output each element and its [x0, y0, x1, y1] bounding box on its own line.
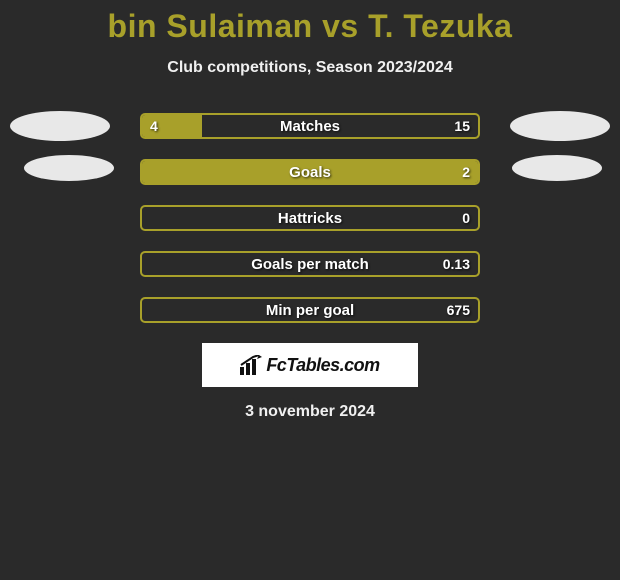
stat-row: 415Matches: [0, 113, 620, 139]
stat-row: 675Min per goal: [0, 297, 620, 323]
stat-row: 0.13Goals per match: [0, 251, 620, 277]
logo-text: FcTables.com: [266, 355, 379, 376]
chart-icon: [240, 355, 262, 375]
stat-label: Matches: [142, 115, 478, 137]
player-right-placeholder: [512, 155, 602, 181]
stat-label: Goals per match: [142, 253, 478, 275]
player-right-placeholder: [510, 111, 610, 141]
stat-bar: 0Hattricks: [140, 205, 480, 231]
page-subtitle: Club competitions, Season 2023/2024: [0, 59, 620, 77]
stat-row: 2Goals: [0, 159, 620, 185]
stat-bar: 415Matches: [140, 113, 480, 139]
comparison-chart: 415Matches 2Goals 0Hattricks 0.13Goals per …: [0, 113, 620, 323]
player-left-placeholder: [24, 155, 114, 181]
stat-bar: 2Goals: [140, 159, 480, 185]
stat-label: Goals: [142, 161, 478, 183]
stat-bar: 675Min per goal: [140, 297, 480, 323]
stat-label: Hattricks: [142, 207, 478, 229]
player-left-placeholder: [10, 111, 110, 141]
footer-logo: FcTables.com: [202, 343, 418, 387]
stat-row: 0Hattricks: [0, 205, 620, 231]
stat-bar: 0.13Goals per match: [140, 251, 480, 277]
footer-date: 3 november 2024: [0, 403, 620, 421]
page-title: bin Sulaiman vs T. Tezuka: [0, 0, 620, 45]
stat-label: Min per goal: [142, 299, 478, 321]
